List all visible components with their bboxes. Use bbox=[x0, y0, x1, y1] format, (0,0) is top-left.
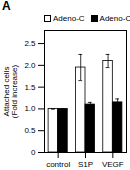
html-text:A: A bbox=[2, 0, 11, 13]
svg-text:Attached cells(Fold increase): Attached cells(Fold increase) bbox=[2, 64, 19, 118]
svg-text:0: 0 bbox=[31, 148, 36, 157]
svg-text:VEGF: VEGF bbox=[102, 160, 124, 168]
html-text:Adeno-C: Adeno-C bbox=[53, 14, 85, 23]
svg-text:1.5: 1.5 bbox=[24, 83, 36, 92]
svg-text:S1P: S1P bbox=[78, 160, 93, 168]
svg-text:control: control bbox=[46, 160, 70, 168]
svg-text:0.5: 0.5 bbox=[24, 126, 36, 135]
svg-text:2.0: 2.0 bbox=[24, 61, 36, 70]
svg-text:1.0: 1.0 bbox=[24, 104, 36, 113]
svg-text:2.5: 2.5 bbox=[24, 39, 36, 48]
